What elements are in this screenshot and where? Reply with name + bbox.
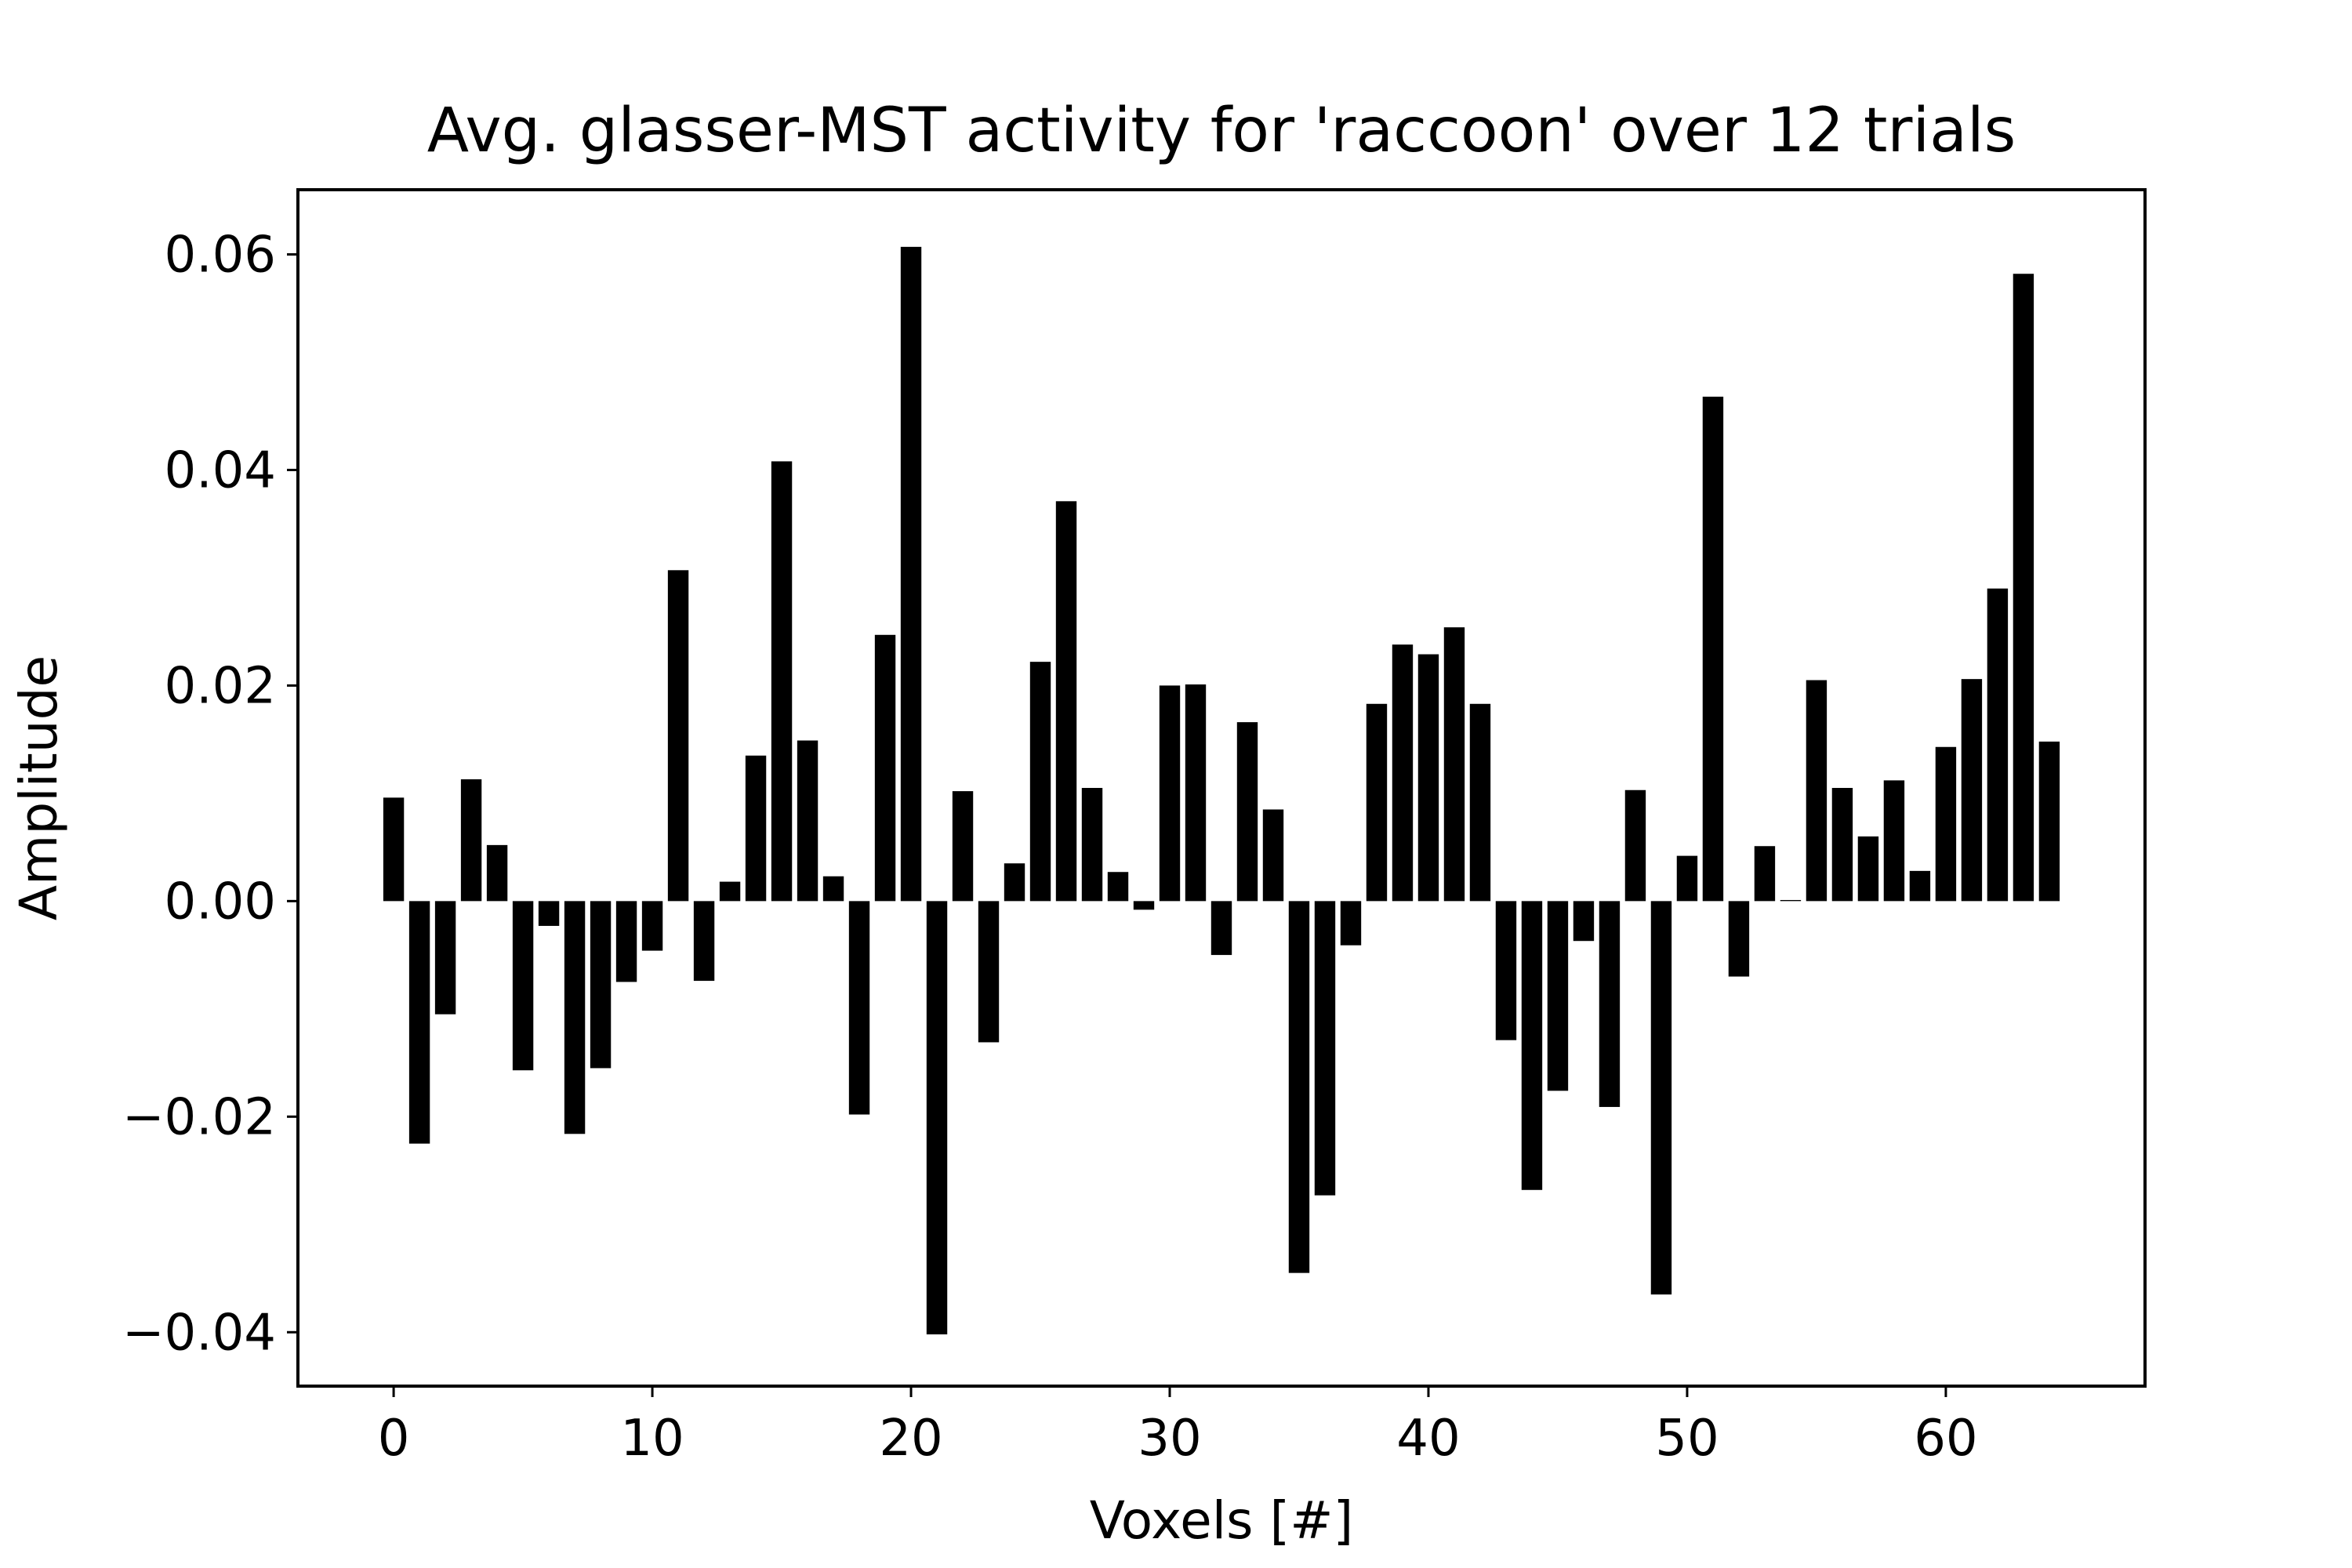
bar-voxel-30 — [1159, 685, 1181, 902]
bar-voxel-48 — [1624, 789, 1646, 902]
bar-voxel-45 — [1547, 901, 1569, 1091]
bar-voxel-60 — [1935, 746, 1957, 902]
y-tick-label: −0.02 — [122, 1088, 276, 1146]
bar-voxel-19 — [874, 634, 896, 902]
bar-voxel-18 — [848, 901, 870, 1115]
bar-voxel-51 — [1702, 396, 1724, 902]
bar-voxel-49 — [1650, 901, 1672, 1295]
bar-voxel-1 — [408, 901, 430, 1144]
bar-voxel-34 — [1262, 809, 1284, 902]
bar-voxel-28 — [1107, 872, 1129, 902]
y-tick-label: 0.04 — [165, 441, 277, 499]
bar-voxel-44 — [1521, 901, 1543, 1190]
bar-voxel-59 — [1909, 870, 1931, 902]
bar-voxel-3 — [460, 779, 482, 902]
bar-voxel-55 — [1806, 680, 1828, 902]
y-tick-label: −0.04 — [122, 1304, 276, 1362]
bar-voxel-11 — [667, 570, 689, 902]
bar-voxel-62 — [1987, 588, 2009, 902]
chart-title: Avg. glasser-MST activity for 'raccoon' … — [427, 96, 2016, 166]
bar-voxel-46 — [1573, 901, 1595, 942]
x-tick-label: 50 — [1655, 1410, 1719, 1468]
bar-voxel-54 — [1780, 899, 1802, 902]
x-axis: 0 10 20 30 40 50 60 — [378, 1386, 1978, 1468]
bar-voxel-61 — [1961, 679, 1983, 902]
bar-voxel-38 — [1366, 703, 1388, 902]
bars-group — [383, 246, 2060, 1335]
bar-voxel-57 — [1857, 836, 1879, 902]
bar-voxel-32 — [1210, 901, 1232, 956]
x-tick-label: 60 — [1914, 1410, 1977, 1468]
bar-voxel-13 — [719, 881, 741, 902]
bar-voxel-31 — [1185, 684, 1207, 902]
bar-voxel-12 — [693, 901, 715, 982]
bar-voxel-7 — [564, 901, 586, 1134]
plot-frame — [296, 188, 2147, 1388]
bar-voxel-50 — [1676, 855, 1698, 902]
bar-voxel-6 — [538, 901, 560, 926]
bar-voxel-37 — [1340, 901, 1362, 946]
bar-voxel-43 — [1495, 901, 1517, 1040]
bar-voxel-24 — [1004, 863, 1025, 902]
bar-voxel-27 — [1081, 788, 1103, 902]
bar-voxel-64 — [2038, 741, 2060, 902]
x-tick-label: 40 — [1396, 1410, 1460, 1468]
bar-voxel-17 — [822, 876, 844, 902]
bar-voxel-10 — [641, 901, 663, 951]
bar-voxel-56 — [1831, 788, 1853, 902]
bar-voxel-5 — [512, 901, 534, 1071]
bar-voxel-21 — [926, 901, 948, 1335]
x-axis-label: Voxels [#] — [1090, 1490, 1354, 1551]
bar-voxel-16 — [797, 740, 818, 902]
bar-voxel-22 — [952, 791, 974, 902]
bar-voxel-63 — [2013, 274, 2034, 902]
y-axis: −0.04 −0.02 0.00 0.02 0.04 0.06 — [122, 226, 298, 1362]
bar-voxel-23 — [978, 901, 1000, 1043]
bar-voxel-41 — [1443, 627, 1465, 902]
bar-voxel-40 — [1417, 654, 1439, 902]
bar-voxel-26 — [1055, 501, 1077, 902]
bar-voxel-8 — [590, 901, 612, 1069]
x-tick-label: 30 — [1138, 1410, 1201, 1468]
bar-voxel-9 — [615, 901, 637, 982]
bar-voxel-2 — [434, 901, 456, 1014]
bar-voxel-4 — [486, 844, 508, 902]
x-tick-label: 0 — [378, 1410, 410, 1468]
bar-voxel-52 — [1728, 901, 1750, 977]
bar-voxel-0 — [383, 797, 405, 902]
bar-voxel-29 — [1133, 901, 1155, 910]
bar-voxel-58 — [1883, 780, 1905, 902]
y-tick-label: 0.02 — [165, 657, 277, 715]
x-tick-label: 20 — [879, 1410, 942, 1468]
bar-voxel-42 — [1469, 703, 1491, 902]
bar-voxel-39 — [1392, 644, 1414, 902]
bar-voxel-33 — [1236, 722, 1258, 902]
bar-voxel-36 — [1314, 901, 1336, 1196]
bar-voxel-20 — [900, 246, 922, 902]
bar-voxel-15 — [771, 461, 793, 902]
bar-voxel-47 — [1599, 901, 1621, 1107]
bar-voxel-53 — [1754, 846, 1776, 902]
x-tick-label: 10 — [620, 1410, 684, 1468]
bar-voxel-14 — [745, 755, 767, 902]
y-tick-label: 0.06 — [165, 226, 277, 284]
bar-voxel-25 — [1029, 662, 1051, 902]
y-tick-label: 0.00 — [165, 873, 277, 931]
y-axis-label: Amplitude — [9, 655, 69, 920]
bar-voxel-35 — [1288, 901, 1310, 1273]
